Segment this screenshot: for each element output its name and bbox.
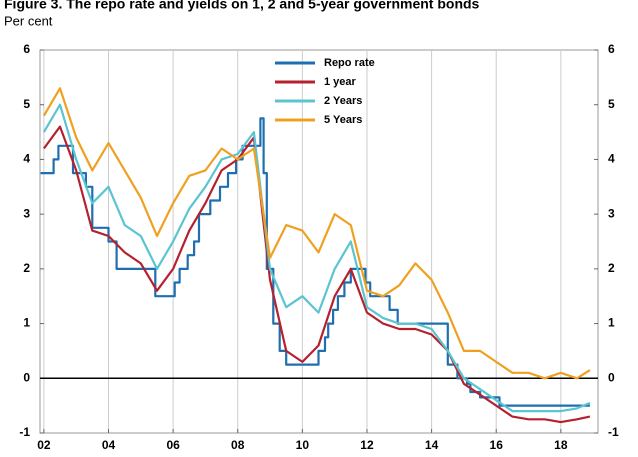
y-tick-label: -1 xyxy=(19,425,30,439)
y-tick-label: 6 xyxy=(23,42,30,56)
y2-tick-label: 6 xyxy=(608,42,615,56)
y2-tick-label: 3 xyxy=(608,206,615,220)
y-tick-label: 5 xyxy=(23,97,30,111)
y-tick-label: 3 xyxy=(23,206,30,220)
legend-label: 2 Years xyxy=(324,95,362,107)
series-line xyxy=(43,125,591,424)
y-tick-label: 4 xyxy=(23,152,30,166)
y2-tick-label: 0 xyxy=(608,370,615,384)
legend-label: Repo rate xyxy=(324,57,375,69)
x-tick-label: 02 xyxy=(37,438,51,452)
y2-tick-label: 5 xyxy=(608,97,615,111)
x-tick-label: 16 xyxy=(490,438,504,452)
y-tick-label: 2 xyxy=(23,261,30,275)
legend-label: 1 year xyxy=(324,76,357,88)
chart-subtitle: Per cent xyxy=(4,13,53,28)
x-tick-label: 10 xyxy=(296,438,310,452)
chart-title: Figure 3. The repo rate and yields on 1,… xyxy=(4,0,480,12)
series-line xyxy=(40,117,590,407)
y-tick-label: 1 xyxy=(23,316,30,330)
x-tick-label: 12 xyxy=(360,438,374,452)
x-tick-label: 04 xyxy=(102,438,116,452)
series-line xyxy=(42,87,591,380)
x-tick-label: 08 xyxy=(231,438,245,452)
y2-tick-label: 1 xyxy=(608,316,615,330)
x-tick-label: 18 xyxy=(554,438,568,452)
legend-label: 5 Years xyxy=(324,114,362,126)
plot-frame xyxy=(39,49,599,434)
y2-tick-label: -1 xyxy=(608,425,619,439)
series-line xyxy=(42,103,591,413)
y2-tick-label: 4 xyxy=(608,152,615,166)
x-tick-label: 14 xyxy=(425,438,439,452)
y2-tick-label: 2 xyxy=(608,261,615,275)
y-tick-label: 0 xyxy=(23,370,30,384)
x-tick-label: 06 xyxy=(166,438,180,452)
